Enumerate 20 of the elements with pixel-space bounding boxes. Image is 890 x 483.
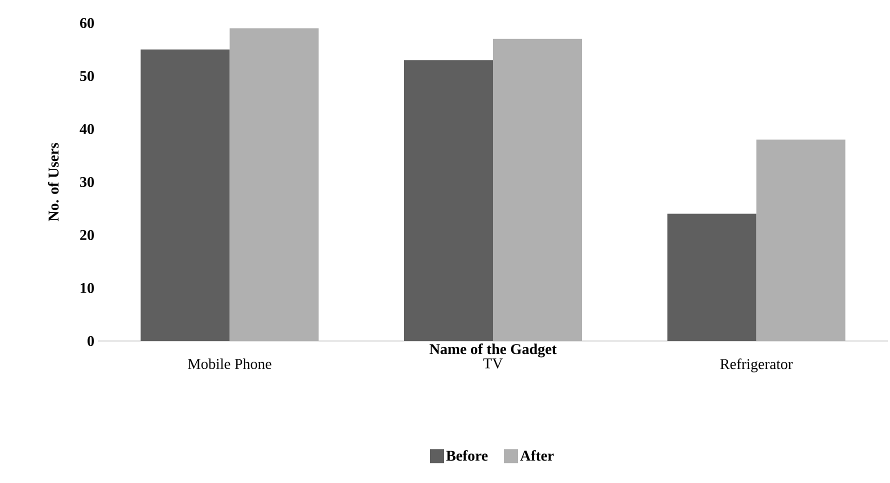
x-tick-label: TV [483, 358, 503, 369]
bar [140, 50, 230, 341]
y-tick-label: 20 [80, 230, 94, 240]
y-tick-label: 50 [80, 70, 94, 82]
x-tick-label: Mobile Phone [188, 358, 272, 370]
bar [404, 60, 494, 341]
legend-label: Before [446, 450, 488, 461]
bar [756, 140, 846, 341]
y-tick-label: 60 [80, 18, 94, 28]
bar [667, 214, 756, 341]
legend-label: After [520, 450, 554, 461]
y-tick-label: 30 [80, 176, 94, 188]
bar [230, 28, 319, 341]
y-tick-label: 40 [80, 124, 94, 134]
bar [493, 38, 582, 341]
y-tick-label: 10 [80, 282, 94, 294]
x-tick-label: Refrigerator [720, 358, 793, 372]
y-axis-title: No. of Users [48, 142, 59, 222]
x-axis-title: Name of the Gadget [430, 344, 557, 358]
y-tick-label: 0 [88, 336, 94, 346]
